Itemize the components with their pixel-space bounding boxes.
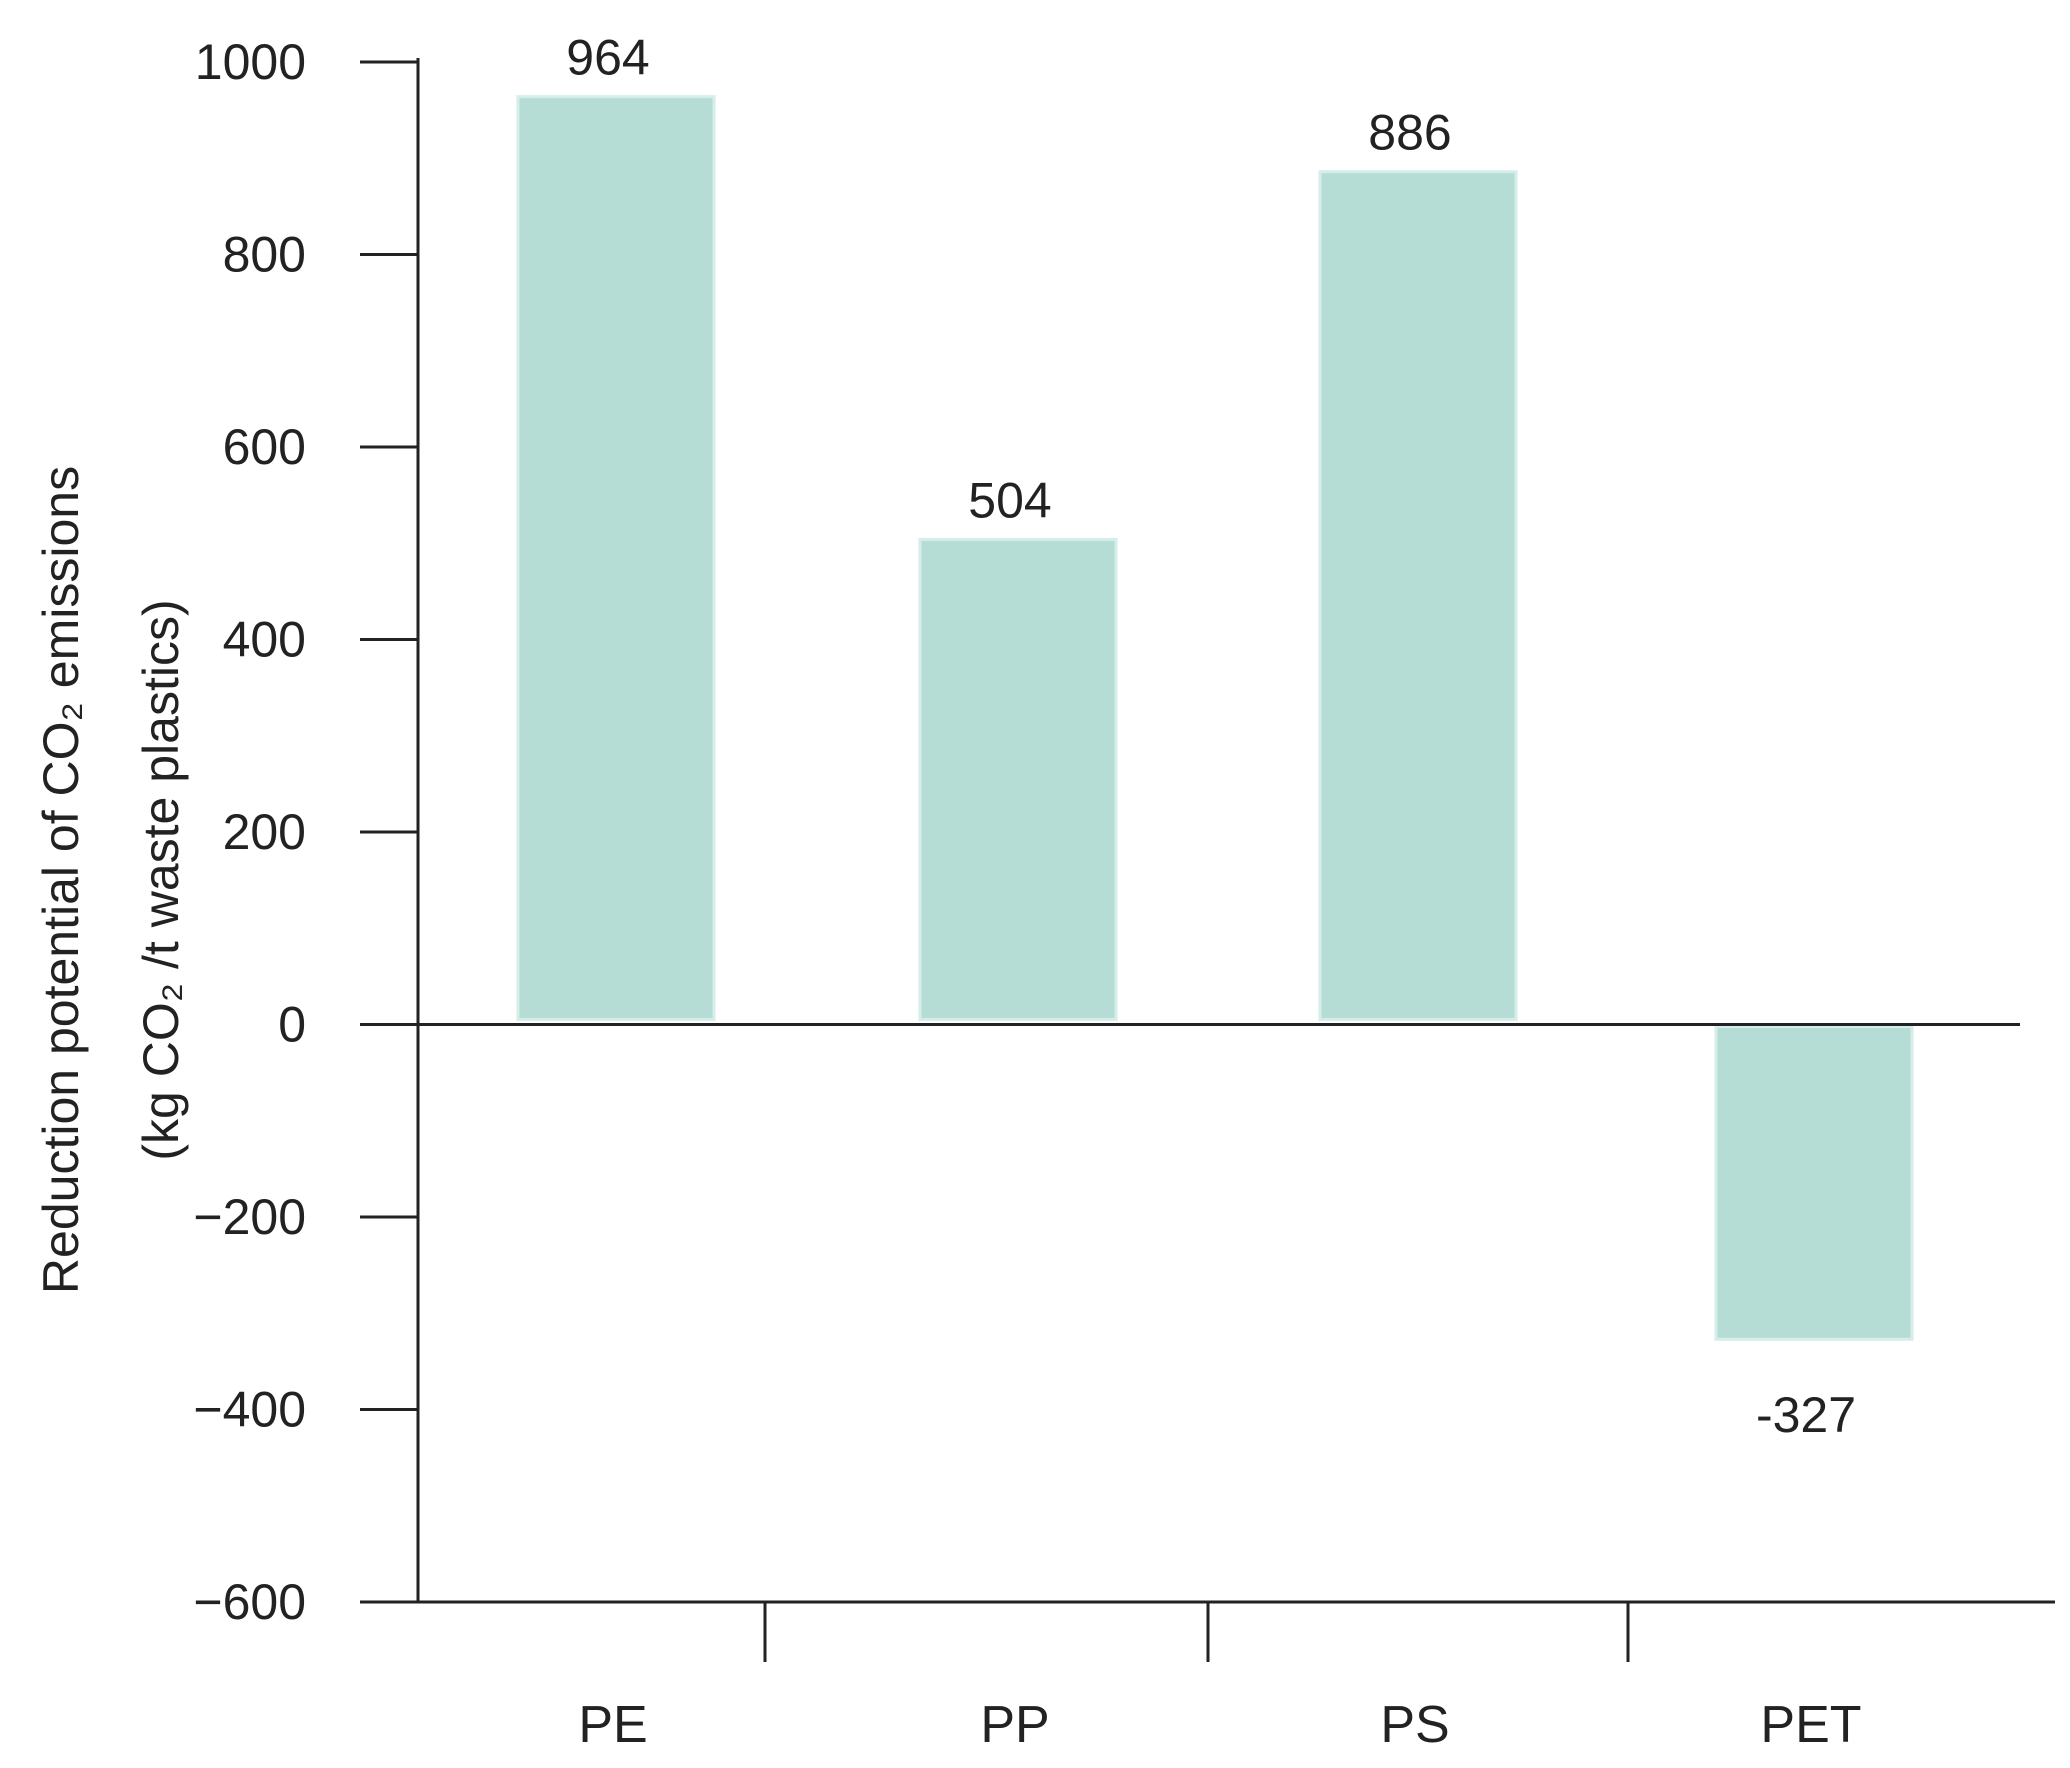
x-tick-label-ps: PS bbox=[1380, 1696, 1449, 1754]
y-tick-label-1: 800 bbox=[223, 227, 306, 283]
y-axis-title-line2: (kg CO₂ /t waste plastics) bbox=[133, 599, 189, 1160]
y-tick-label-3: 400 bbox=[223, 612, 306, 668]
x-tick-label-pp: PP bbox=[980, 1696, 1049, 1754]
bar-pet bbox=[1714, 1025, 1914, 1341]
y-tick-label-8: −600 bbox=[193, 1574, 306, 1630]
data-label-ps: 886 bbox=[1368, 105, 1451, 161]
x-tick-label-pe: PE bbox=[578, 1696, 647, 1754]
bars-group bbox=[516, 95, 1914, 1341]
data-labels-group: 964 504 886 -327 bbox=[566, 30, 1856, 1444]
x-tick-label-pet: PET bbox=[1760, 1696, 1861, 1754]
y-ticks-group: 1000 800 600 400 200 0 −200 −400 −600 bbox=[193, 34, 418, 1630]
y-tick-label-5: 0 bbox=[278, 997, 306, 1053]
y-tick-label-6: −200 bbox=[193, 1189, 306, 1245]
bar-pe bbox=[516, 95, 716, 1021]
y-tick-label-7: −400 bbox=[193, 1382, 306, 1438]
data-label-pe: 964 bbox=[566, 30, 649, 86]
y-tick-label-2: 600 bbox=[223, 419, 306, 475]
x-ticks-group: PE PP PS PET bbox=[578, 1602, 1862, 1754]
data-label-pet: -327 bbox=[1756, 1387, 1856, 1443]
bar-ps bbox=[1318, 170, 1518, 1022]
bar-pp bbox=[918, 537, 1118, 1022]
data-label-pp: 504 bbox=[968, 472, 1051, 528]
y-tick-label-0: 1000 bbox=[195, 34, 306, 90]
y-axis-title-line1: Reduction potential of CO₂ emissions bbox=[33, 466, 89, 1294]
y-tick-label-4: 200 bbox=[223, 804, 306, 860]
